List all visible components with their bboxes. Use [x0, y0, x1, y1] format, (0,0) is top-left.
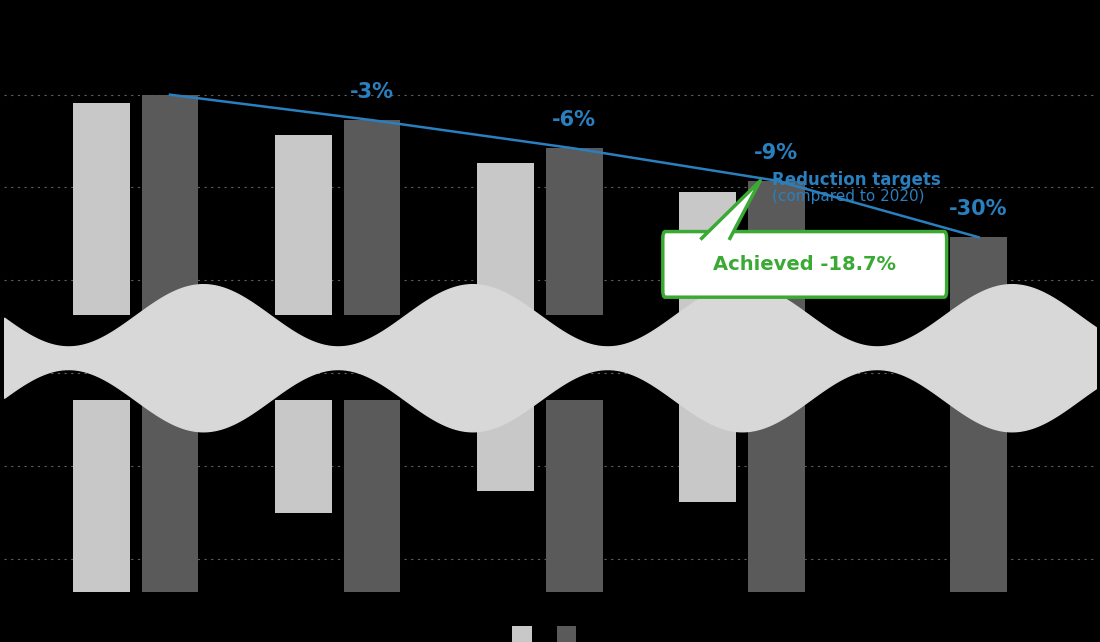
Text: -6%: -6% — [552, 110, 596, 130]
Text: (compared to 2020): (compared to 2020) — [772, 189, 925, 204]
Bar — [344, 400, 400, 593]
Bar — [73, 400, 130, 593]
Text: -9%: -9% — [755, 143, 799, 162]
Polygon shape — [702, 180, 760, 238]
Bar — [344, 120, 400, 315]
Legend: , : , — [509, 623, 591, 642]
FancyBboxPatch shape — [663, 232, 947, 297]
Text: -30%: -30% — [949, 199, 1008, 219]
Bar — [275, 400, 332, 514]
Bar — [142, 94, 198, 315]
Bar — [142, 400, 198, 593]
Bar — [748, 180, 805, 315]
Bar — [546, 148, 603, 315]
Text: Achieved -18.7%: Achieved -18.7% — [713, 255, 896, 274]
Bar — [477, 400, 534, 490]
Bar — [680, 400, 736, 502]
Bar — [546, 400, 603, 593]
Text: Reduction targets: Reduction targets — [772, 171, 942, 189]
Bar — [680, 192, 736, 315]
Bar — [950, 400, 1006, 593]
Text: -3%: -3% — [350, 82, 394, 102]
Bar — [950, 238, 1006, 315]
Bar — [275, 135, 332, 315]
Bar — [73, 103, 130, 315]
Bar — [748, 400, 805, 593]
Bar — [477, 162, 534, 315]
